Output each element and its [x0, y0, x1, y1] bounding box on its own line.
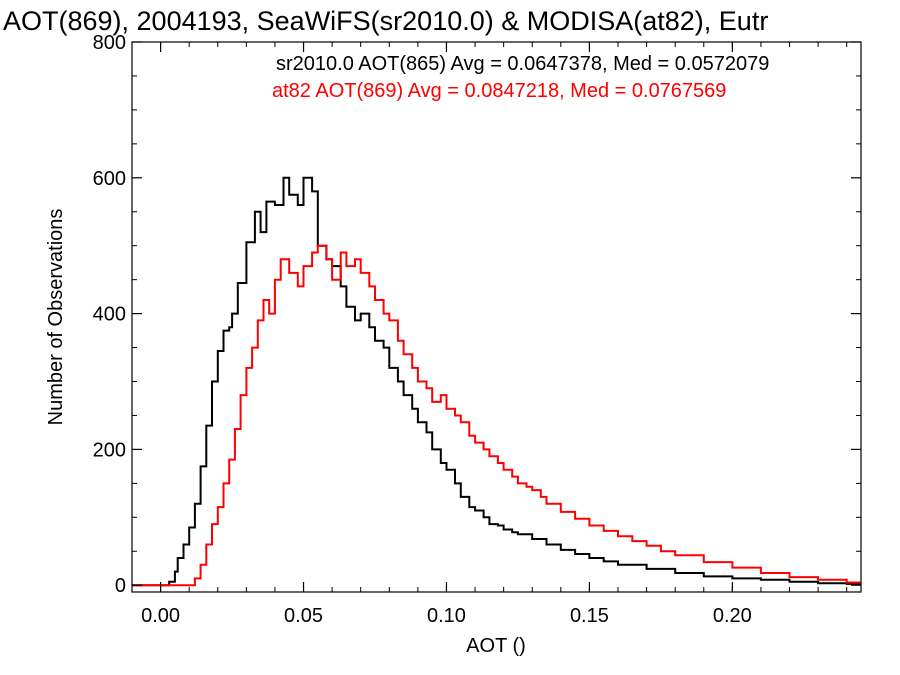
y-tick-label: 400 [93, 304, 126, 326]
x-tick-label: 0.05 [284, 605, 323, 627]
x-axis-label: AOT () [466, 635, 526, 657]
y-tick-label: 200 [93, 439, 126, 461]
legend-entry-at82: at82 AOT(869) Avg = 0.0847218, Med = 0.0… [272, 80, 726, 102]
plot-frame [131, 41, 862, 593]
chart-title: AOT(869), 2004193, SeaWiFS(sr2010.0) & M… [3, 6, 768, 36]
series-line-1 [132, 244, 861, 587]
x-tick-label: 0.00 [141, 605, 180, 627]
x-tick-label: 0.10 [427, 605, 466, 627]
x-tick-label: 0.20 [713, 605, 752, 627]
y-axis-label: Number of Observations [45, 209, 67, 426]
x-axis-ticks: 0.00 0.05 0.10 0.15 0.20 [131, 42, 848, 627]
series-layer [132, 176, 861, 587]
y-tick-label: 800 [93, 32, 126, 54]
legend-entry-sr2010: sr2010.0 AOT(865) Avg = 0.0647378, Med =… [276, 53, 769, 75]
y-tick-label: 0 [115, 575, 126, 597]
y-axis-ticks: 0 200 400 600 800 [93, 32, 861, 597]
x-tick-label: 0.15 [570, 605, 609, 627]
series-line-0 [132, 176, 861, 587]
plot-area [131, 41, 862, 593]
y-tick-label: 600 [93, 168, 126, 190]
